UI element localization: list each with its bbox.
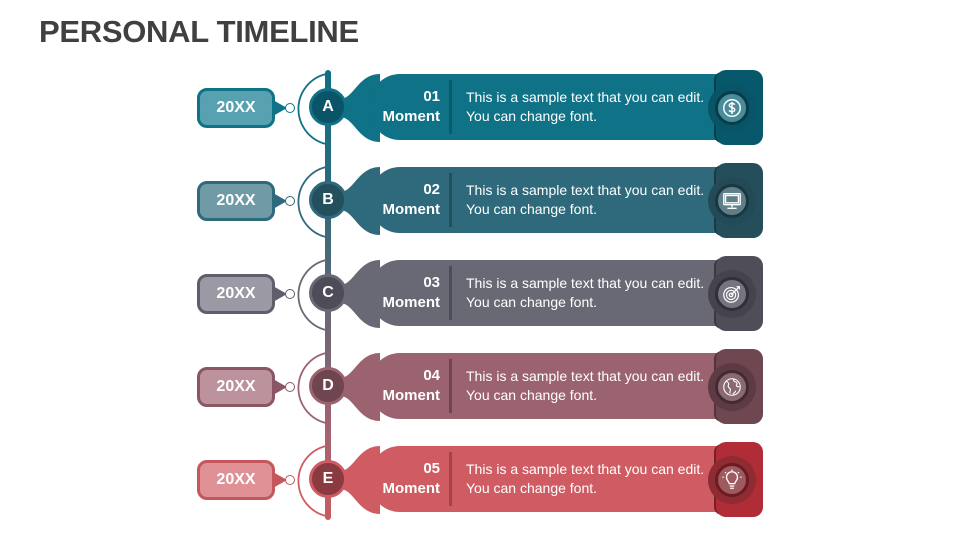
year-pointer: [273, 193, 287, 209]
moment-heading: 03 Moment: [370, 273, 441, 313]
year-label: 20XX: [197, 274, 275, 314]
divider: [449, 173, 452, 227]
dollar-icon: [715, 91, 749, 125]
moment-number: 02: [423, 181, 440, 198]
timeline-row: 20XX C 03 Moment This is a sample text t…: [0, 256, 960, 336]
icon-ring: [708, 456, 756, 504]
moment-description: This is a sample text that you can edit.…: [466, 89, 705, 124]
timeline-row: 20XX B 02 Moment This is a sample text t…: [0, 163, 960, 243]
moment-description: This is a sample text that you can edit.…: [466, 275, 705, 310]
bracket-arc: [297, 445, 327, 517]
band-neck: [340, 74, 380, 142]
year-pointer: [273, 472, 287, 488]
milestone-node: D: [309, 367, 347, 405]
icon-ring: [708, 363, 756, 411]
moment-label: Moment: [382, 480, 441, 497]
milestone-node: C: [309, 274, 347, 312]
bracket-arc: [297, 73, 327, 145]
moment-label: Moment: [382, 108, 441, 125]
icon-ring: [708, 84, 756, 132]
moment-heading: 01 Moment: [370, 87, 441, 127]
moment-number: 03: [423, 274, 440, 291]
milestone-node: A: [309, 88, 347, 126]
moment-heading: 05 Moment: [370, 459, 441, 499]
moment-number: 01: [423, 88, 440, 105]
band-neck: [340, 353, 380, 421]
moment-band: [370, 446, 730, 512]
timeline-row: 20XX E 05 Moment This is a sample text t…: [0, 442, 960, 522]
target-icon: [715, 277, 749, 311]
icon-ring: [708, 177, 756, 225]
moment-band: [370, 260, 730, 326]
moment-heading: 02 Moment: [370, 180, 441, 220]
moment-label: Moment: [382, 387, 441, 404]
year-connector-dot: [285, 103, 295, 113]
year-label: 20XX: [197, 181, 275, 221]
moment-band: [370, 353, 730, 419]
milestone-letter: E: [322, 470, 334, 487]
moment-number: 04: [423, 367, 440, 384]
year-label: 20XX: [197, 367, 275, 407]
divider: [449, 80, 452, 134]
bracket-arc: [297, 352, 327, 424]
year-pointer: [273, 100, 287, 116]
monitor-icon: [715, 184, 749, 218]
timeline-row: 20XX A 01 Moment This is a sample text t…: [0, 70, 960, 150]
band-neck: [340, 446, 380, 514]
divider: [449, 452, 452, 506]
moment-band: [370, 74, 730, 140]
year-connector-dot: [285, 382, 295, 392]
timeline-row: 20XX D 04 Moment This is a sample text t…: [0, 349, 960, 429]
milestone-node: B: [309, 181, 347, 219]
milestone-letter: A: [322, 98, 334, 115]
moment-description: This is a sample text that you can edit.…: [466, 368, 705, 403]
milestone-letter: C: [322, 284, 334, 301]
divider: [449, 266, 452, 320]
year-label: 20XX: [197, 88, 275, 128]
bracket-arc: [297, 259, 327, 331]
icon-ring: [708, 270, 756, 318]
globe-icon: [715, 370, 749, 404]
year-connector-dot: [285, 196, 295, 206]
band-neck: [340, 167, 380, 235]
moment-label: Moment: [382, 294, 441, 311]
moment-description: This is a sample text that you can edit.…: [466, 461, 705, 496]
milestone-letter: D: [322, 377, 334, 394]
year-connector-dot: [285, 289, 295, 299]
year-label: 20XX: [197, 460, 275, 500]
moment-heading: 04 Moment: [370, 366, 441, 406]
year-pointer: [273, 286, 287, 302]
page-title: PERSONAL TIMELINE: [39, 14, 359, 49]
milestone-letter: B: [322, 191, 334, 208]
moment-number: 05: [423, 460, 440, 477]
year-pointer: [273, 379, 287, 395]
milestone-node: E: [309, 460, 347, 498]
bracket-arc: [297, 166, 327, 238]
lightbulb-icon: [715, 463, 749, 497]
divider: [449, 359, 452, 413]
year-connector-dot: [285, 475, 295, 485]
band-neck: [340, 260, 380, 328]
moment-label: Moment: [382, 201, 441, 218]
moment-band: [370, 167, 730, 233]
moment-description: This is a sample text that you can edit.…: [466, 182, 705, 217]
